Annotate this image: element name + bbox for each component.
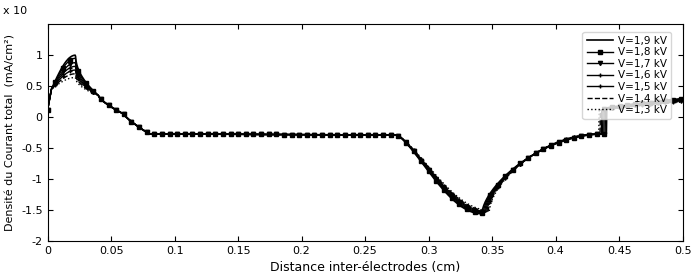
V=1,4 kV xyxy=(678,100,687,103)
V=1,7 kV xyxy=(71,61,79,64)
V=1,4 kV xyxy=(484,209,492,213)
V=1,6 kV xyxy=(482,211,490,214)
V=1,5 kV xyxy=(483,210,491,213)
V=1,3 kV xyxy=(71,76,79,79)
V=1,8 kV xyxy=(338,133,346,136)
Text: x 10: x 10 xyxy=(3,6,27,15)
V=1,6 kV xyxy=(93,93,101,96)
X-axis label: Distance inter-électrodes (cm): Distance inter-électrodes (cm) xyxy=(270,262,460,274)
V=1,6 kV xyxy=(338,133,346,136)
V=1,6 kV xyxy=(71,65,79,68)
V=1,4 kV xyxy=(71,72,79,75)
V=1,4 kV xyxy=(43,108,52,111)
V=1,3 kV xyxy=(93,93,101,97)
V=1,7 kV xyxy=(43,108,52,111)
V=1,7 kV xyxy=(326,133,335,136)
V=1,6 kV xyxy=(326,133,335,136)
V=1,4 kV xyxy=(93,93,101,97)
V=1,3 kV xyxy=(43,108,52,111)
Line: V=1,5 kV: V=1,5 kV xyxy=(45,67,685,214)
V=1,8 kV xyxy=(479,212,487,215)
Line: V=1,6 kV: V=1,6 kV xyxy=(45,64,685,215)
V=1,3 kV xyxy=(678,100,687,104)
V=1,3 kV xyxy=(118,112,127,115)
Legend: V=1,9 kV, V=1,8 kV, V=1,7 kV, V=1,6 kV, V=1,5 kV, V=1,4 kV, V=1,3 kV: V=1,9 kV, V=1,8 kV, V=1,7 kV, V=1,6 kV, … xyxy=(583,32,671,119)
V=1,5 kV xyxy=(326,133,335,136)
V=1,7 kV xyxy=(338,133,346,136)
V=1,3 kV xyxy=(313,133,321,136)
Line: V=1,7 kV: V=1,7 kV xyxy=(45,60,684,215)
V=1,9 kV xyxy=(477,212,486,215)
V=1,9 kV xyxy=(678,97,687,100)
V=1,5 kV xyxy=(338,133,346,136)
V=1,9 kV xyxy=(118,112,127,115)
Line: V=1,8 kV: V=1,8 kV xyxy=(45,56,684,216)
Line: V=1,3 kV: V=1,3 kV xyxy=(47,78,682,210)
V=1,4 kV xyxy=(118,112,127,115)
V=1,8 kV xyxy=(118,112,127,115)
V=1,5 kV xyxy=(71,68,79,72)
V=1,9 kV xyxy=(338,133,346,136)
V=1,3 kV xyxy=(338,133,346,136)
V=1,6 kV xyxy=(405,144,413,148)
V=1,8 kV xyxy=(405,145,413,148)
V=1,8 kV xyxy=(93,93,101,96)
V=1,8 kV xyxy=(71,57,79,60)
V=1,3 kV xyxy=(405,143,413,147)
V=1,8 kV xyxy=(313,133,321,136)
V=1,5 kV xyxy=(313,133,321,136)
V=1,7 kV xyxy=(480,211,489,214)
V=1,4 kV xyxy=(338,133,346,136)
V=1,7 kV xyxy=(118,112,127,115)
V=1,7 kV xyxy=(405,144,413,148)
V=1,6 kV xyxy=(118,112,127,115)
V=1,7 kV xyxy=(313,133,321,136)
V=1,5 kV xyxy=(678,99,687,102)
V=1,9 kV xyxy=(326,133,335,136)
V=1,4 kV xyxy=(313,133,321,136)
V=1,5 kV xyxy=(93,93,101,96)
V=1,3 kV xyxy=(326,133,335,136)
Line: V=1,9 kV: V=1,9 kV xyxy=(47,55,682,214)
V=1,3 kV xyxy=(485,209,493,212)
V=1,5 kV xyxy=(118,112,127,115)
V=1,8 kV xyxy=(326,133,335,136)
V=1,5 kV xyxy=(405,144,413,147)
V=1,6 kV xyxy=(313,133,321,136)
V=1,9 kV xyxy=(71,53,79,57)
V=1,8 kV xyxy=(678,97,687,101)
V=1,4 kV xyxy=(405,144,413,147)
Line: V=1,4 kV: V=1,4 kV xyxy=(47,74,682,211)
V=1,9 kV xyxy=(405,145,413,148)
V=1,7 kV xyxy=(678,98,687,101)
V=1,6 kV xyxy=(678,99,687,102)
V=1,9 kV xyxy=(93,93,101,96)
V=1,9 kV xyxy=(43,108,52,111)
V=1,4 kV xyxy=(326,133,335,136)
V=1,6 kV xyxy=(43,108,52,111)
V=1,7 kV xyxy=(93,93,101,96)
V=1,8 kV xyxy=(43,108,52,111)
V=1,5 kV xyxy=(43,108,52,111)
Y-axis label: Densité du Courant total  (mA/cm²): Densité du Courant total (mA/cm²) xyxy=(6,34,15,231)
V=1,9 kV xyxy=(313,133,321,136)
